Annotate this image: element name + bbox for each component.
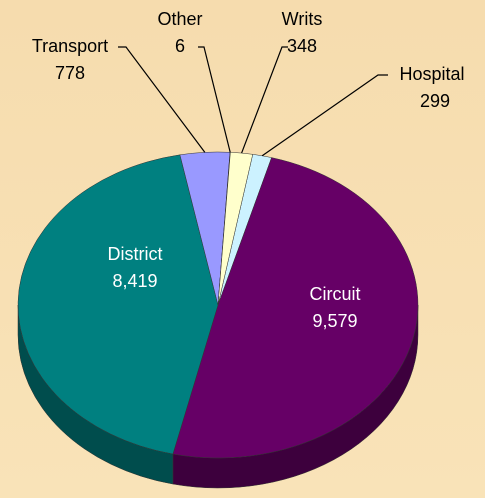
value-label: 9,579 (312, 311, 357, 331)
value-label: 348 (287, 36, 317, 56)
slice-label: Circuit (309, 284, 360, 304)
slice-label: Hospital (399, 64, 464, 84)
slice-label: Writs (282, 9, 323, 29)
slice-label: Other (157, 9, 202, 29)
slice (17, 154, 219, 455)
slice-label: Transport (32, 36, 108, 56)
leader-line (241, 46, 288, 154)
value-label: 778 (55, 63, 85, 83)
value-label: 299 (420, 91, 450, 111)
leader-line (198, 46, 231, 153)
value-label: 6 (175, 36, 185, 56)
leader-line (261, 74, 388, 157)
slice-label: District (108, 244, 163, 264)
leader-line (118, 46, 206, 153)
value-label: 8,419 (112, 271, 157, 291)
slice (172, 157, 419, 459)
